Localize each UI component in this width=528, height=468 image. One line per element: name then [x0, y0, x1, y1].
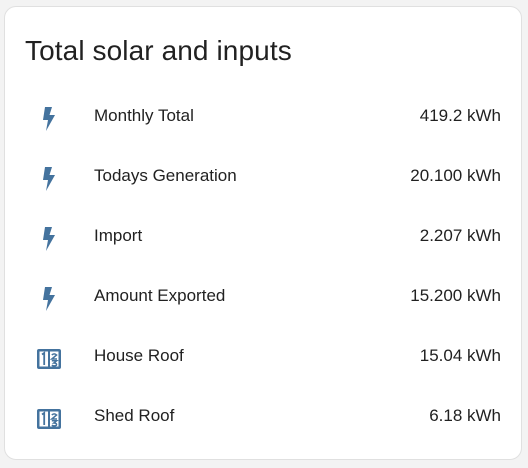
entity-label: Todays Generation [94, 166, 237, 185]
flash-icon [35, 285, 63, 313]
flash-icon [35, 165, 63, 193]
entity-label: Monthly Total [94, 106, 194, 125]
entities-card: Total solar and inputs Monthly Total 419… [4, 6, 522, 460]
flash-icon [35, 105, 63, 133]
entity-label: Import [94, 226, 143, 245]
entity-label: House Roof [94, 346, 184, 365]
entity-value: 419.2 kWh [419, 106, 501, 125]
entity-row-house-roof[interactable]: House Roof 15.04 kWh [5, 327, 521, 387]
card-title: Total solar and inputs [25, 35, 292, 66]
entity-value: 15.200 kWh [410, 286, 501, 305]
numeric-box-icon [35, 345, 63, 373]
numeric-box-icon [35, 405, 63, 433]
entity-row-monthly-total[interactable]: Monthly Total 419.2 kWh [5, 87, 521, 147]
entity-row-shed-roof[interactable]: Shed Roof 6.18 kWh [5, 387, 521, 447]
entity-row-todays-generation[interactable]: Todays Generation 20.100 kWh [5, 147, 521, 207]
entity-label: Shed Roof [94, 406, 175, 425]
entity-value: 6.18 kWh [429, 406, 501, 425]
entity-label: Amount Exported [94, 286, 226, 305]
flash-icon [35, 225, 63, 253]
entity-row-amount-exported[interactable]: Amount Exported 15.200 kWh [5, 267, 521, 327]
entity-list: Monthly Total 419.2 kWh Todays Generatio… [5, 87, 521, 447]
entity-value: 20.100 kWh [410, 166, 501, 185]
entity-value: 2.207 kWh [419, 226, 501, 245]
entity-row-import[interactable]: Import 2.207 kWh [5, 207, 521, 267]
entity-value: 15.04 kWh [419, 346, 501, 365]
